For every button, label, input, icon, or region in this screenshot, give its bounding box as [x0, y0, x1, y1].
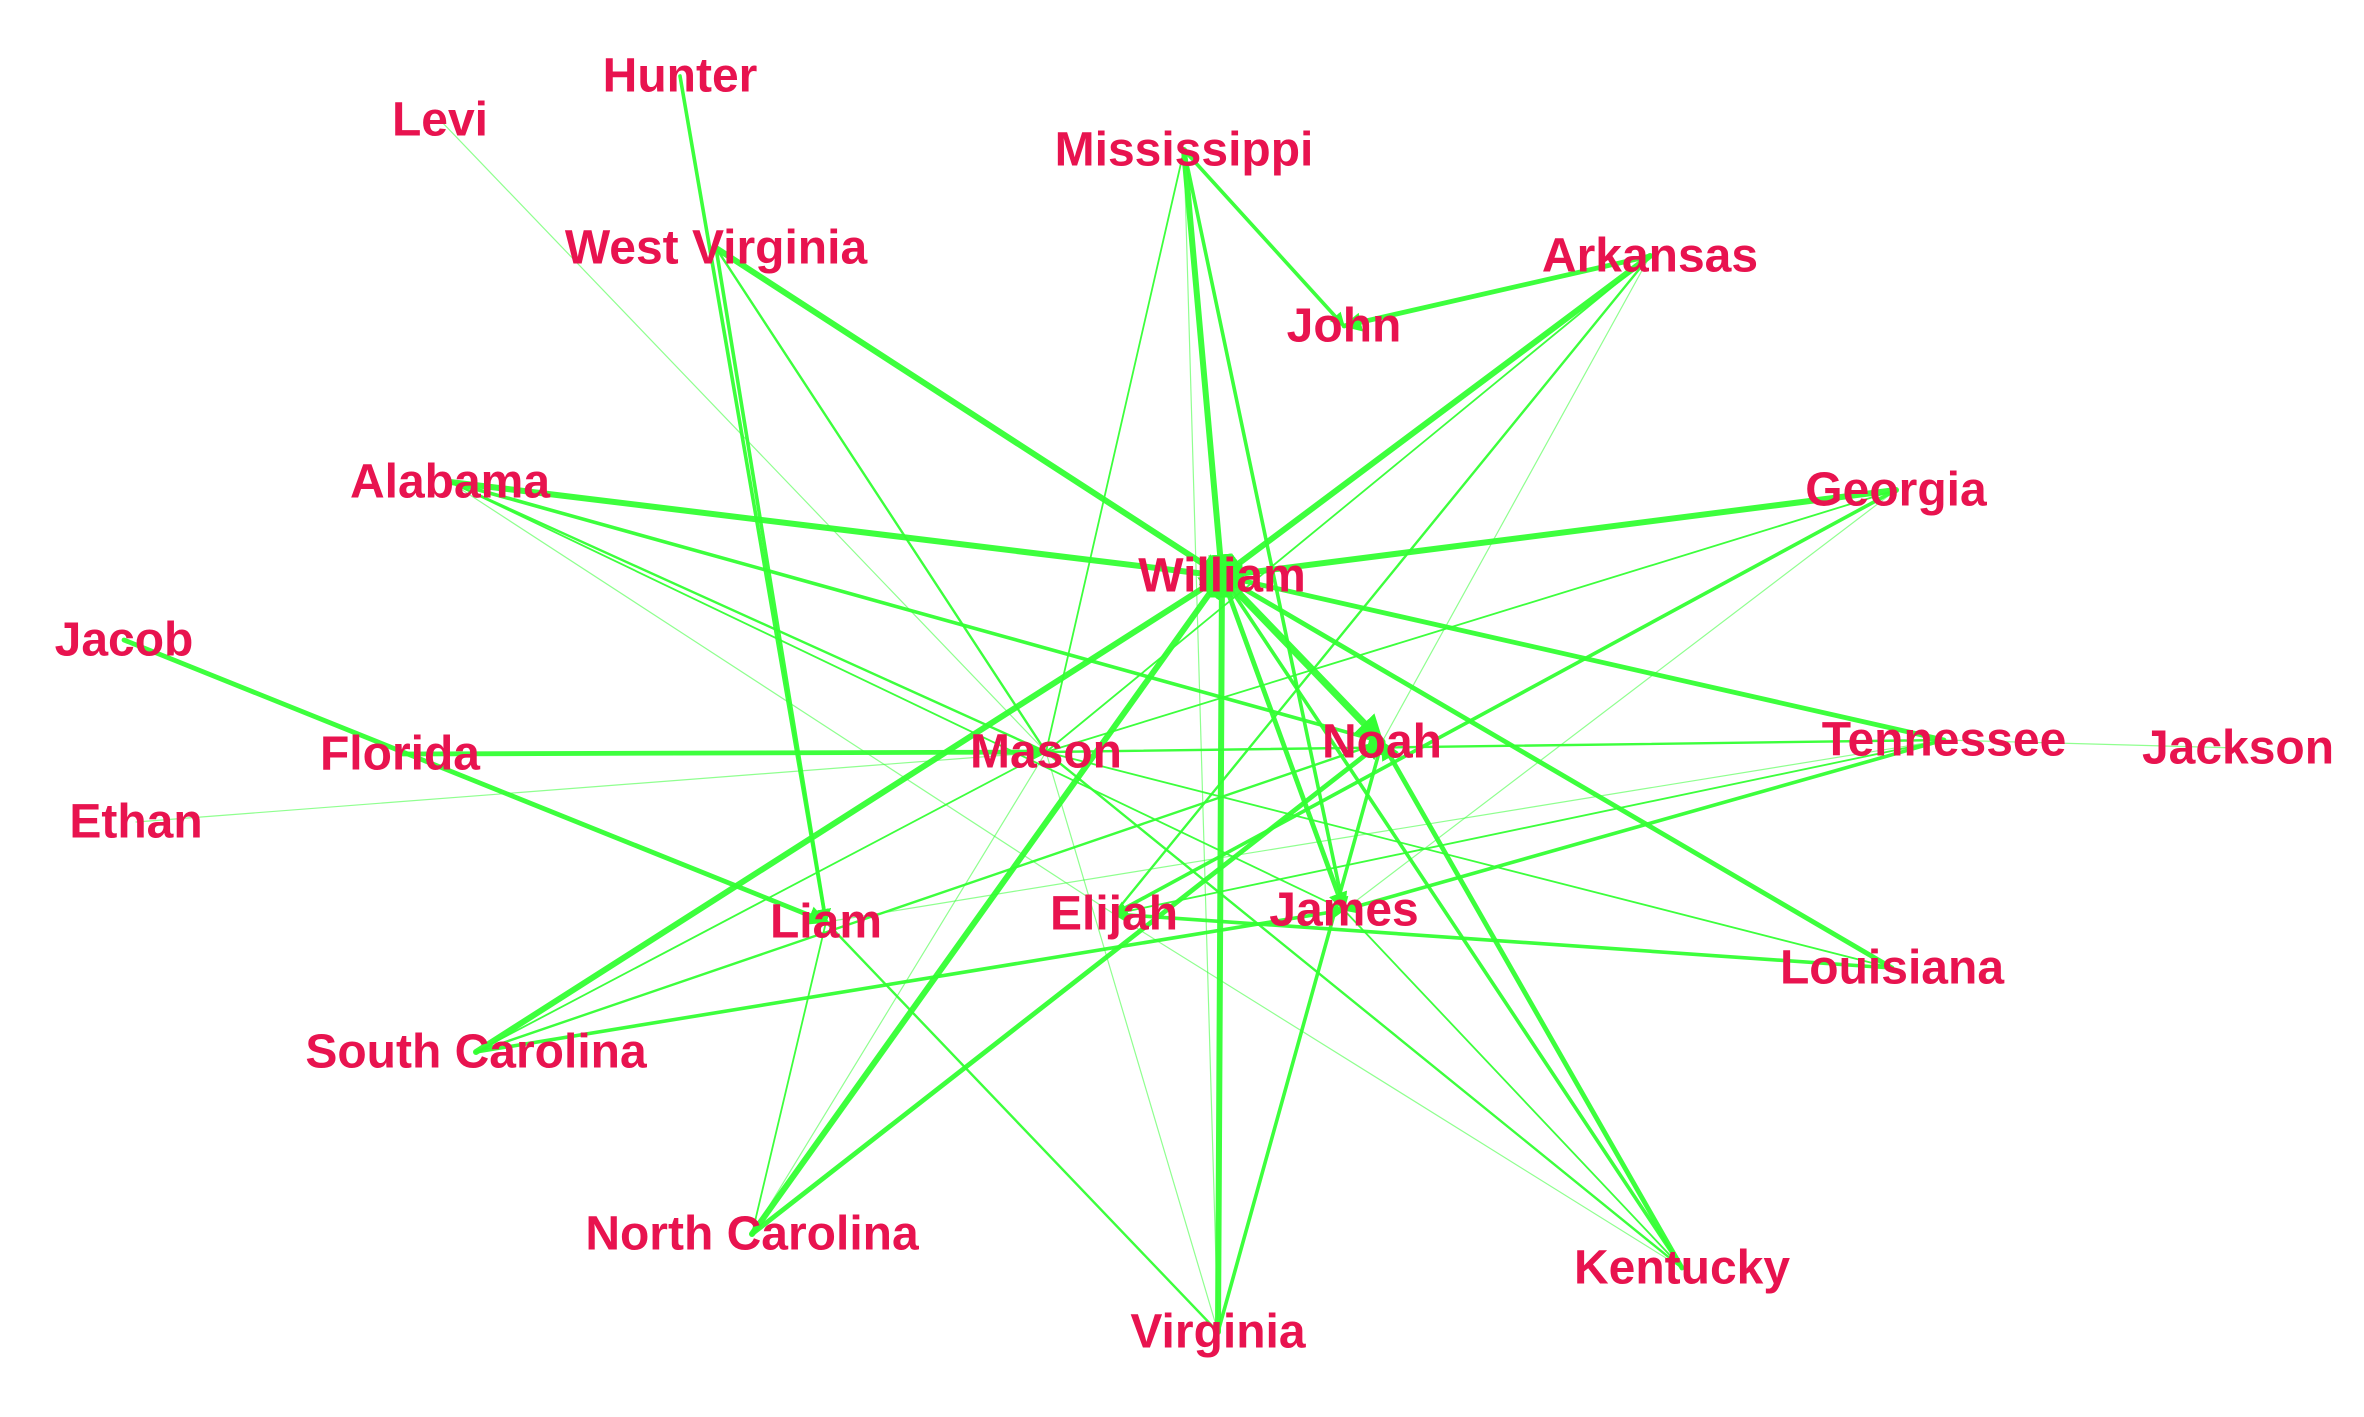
edge-ethan-to-mason: [135, 751, 1047, 823]
node-label-alabama: Alabama: [350, 456, 550, 509]
node-label-virginia: Virginia: [1130, 1306, 1305, 1359]
edge-levi-to-mason: [439, 119, 1047, 753]
edge-georgia-to-william: [1219, 487, 1899, 586]
edge-mississippi-to-james: [1182, 148, 1349, 912]
node-label-elijah: Elijah: [1050, 888, 1178, 941]
node-label-south-carolina: South Carolina: [305, 1026, 647, 1079]
edge-virginia-to-noah: [1216, 740, 1386, 1334]
edge-jacob-to-liam: [121, 637, 829, 925]
edge-north-carolina-to-william: [749, 573, 1225, 1237]
node-label-mason: Mason: [970, 726, 1122, 779]
edge-georgia-to-elijah: [1112, 488, 1898, 916]
edge-west-virginia-to-liam: [714, 246, 832, 924]
edge-florida-to-mason: [397, 742, 1049, 762]
node-label-arkansas: Arkansas: [1542, 230, 1758, 283]
node-label-louisiana: Louisiana: [1780, 942, 2004, 995]
node-label-ethan: Ethan: [69, 796, 202, 849]
edge-louisiana-to-william: [1219, 573, 1895, 971]
edge-kentucky-to-elijah: [1113, 913, 1683, 1269]
node-label-kentucky: Kentucky: [1574, 1242, 1790, 1295]
nodes-layer: Hunter Levi Mississippi West Virginia Arkans…: [55, 50, 2334, 1359]
edge-louisiana-to-mason: [1045, 751, 1893, 969]
edge-kentucky-to-william: [1220, 574, 1684, 1270]
edge-virginia-to-mason: [1045, 751, 1219, 1333]
edge-north-carolina-to-noah: [749, 739, 1385, 1237]
edge-south-carolina-to-william: [473, 573, 1225, 1055]
edge-north-carolina-to-liam: [751, 921, 827, 1235]
edge-south-carolina-to-james: [474, 904, 1346, 1054]
edge-mississippi-to-william: [1181, 147, 1233, 579]
edge-mississippi-to-mason: [1045, 149, 1185, 753]
edge-west-virginia-to-mason: [714, 246, 1048, 754]
edge-georgia-to-mason: [1045, 489, 1897, 753]
edge-south-carolina-to-mason: [475, 751, 1047, 1053]
edge-south-carolina-to-noah: [474, 740, 1384, 1054]
edge-alabama-to-william: [447, 479, 1225, 586]
edge-georgia-to-james: [1343, 489, 1897, 911]
edge-louisiana-to-elijah: [1112, 907, 1894, 970]
edge-william-to-james: [1219, 573, 1348, 913]
edge-arkansas-to-john: [1341, 253, 1653, 332]
edge-jackson-to-tennessee: [1943, 739, 2239, 749]
edge-alabama-to-elijah: [449, 481, 1115, 915]
node-label-william: William: [1138, 550, 1306, 603]
node-label-john: John: [1287, 300, 1402, 353]
node-label-noah: Noah: [1322, 716, 1442, 769]
edge-alabama-to-james: [449, 481, 1345, 911]
edge-kentucky-to-james: [1343, 909, 1683, 1269]
node-label-liam: Liam: [770, 896, 882, 949]
node-label-levi: Levi: [392, 94, 488, 147]
edge-tennessee-to-william: [1219, 570, 1947, 743]
edges-layer: [121, 74, 2239, 1335]
node-label-north-carolina: North Carolina: [585, 1208, 919, 1261]
edge-mississippi-to-virginia: [1183, 149, 1219, 1333]
edge-virginia-to-william: [1209, 573, 1234, 1335]
node-label-tennessee: Tennessee: [1822, 714, 2067, 767]
node-label-west-virginia: West Virginia: [565, 222, 868, 275]
edge-kentucky-to-mason: [1044, 750, 1684, 1270]
node-label-mississippi: Mississippi: [1055, 124, 1314, 177]
edge-north-carolina-to-mason: [751, 751, 1047, 1235]
edge-virginia-to-liam: [824, 920, 1220, 1334]
edge-arkansas-to-noah: [1381, 255, 1651, 743]
edge-alabama-to-noah: [448, 480, 1384, 746]
edge-tennessee-to-mason: [1044, 738, 1946, 754]
edge-mississippi-to-john: [1182, 148, 1346, 328]
node-label-jacob: Jacob: [55, 614, 194, 667]
node-label-florida: Florida: [320, 728, 480, 781]
edge-alabama-to-mason: [448, 480, 1048, 754]
edge-tennessee-to-liam: [825, 739, 1945, 923]
edge-arkansas-to-mason: [1045, 255, 1651, 753]
node-label-hunter: Hunter: [603, 50, 758, 103]
edge-william-to-noah: [1218, 572, 1386, 746]
node-label-georgia: Georgia: [1805, 464, 1987, 517]
node-label-jackson: Jackson: [2142, 722, 2334, 775]
edge-arkansas-to-william: [1219, 253, 1653, 579]
edge-tennessee-to-elijah: [1113, 739, 1945, 915]
edge-west-virginia-to-william: [713, 245, 1225, 579]
node-label-james: James: [1269, 884, 1418, 937]
edge-kentucky-to-noah: [1379, 739, 1685, 1271]
